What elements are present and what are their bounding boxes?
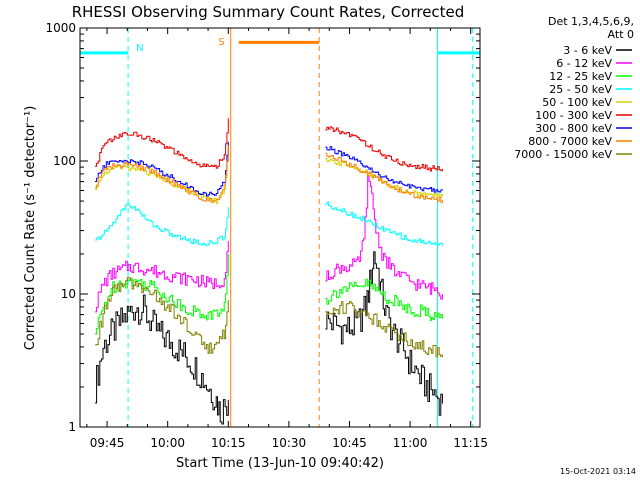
series-line bbox=[94, 145, 229, 203]
series-line bbox=[94, 118, 229, 169]
series-line bbox=[325, 152, 443, 203]
series-line bbox=[94, 254, 229, 335]
legend-entry-label: 100 - 300 keV bbox=[535, 109, 612, 122]
legend-entry-label: 7000 - 15000 keV bbox=[514, 148, 612, 161]
y-axis-label: Corrected Count Rate (s⁻¹ detector⁻¹) bbox=[23, 106, 38, 351]
series-line bbox=[325, 251, 443, 416]
legend-header-line: Det 1,3,4,5,6,9, bbox=[548, 15, 634, 28]
x-tick-label: 10:15 bbox=[211, 436, 246, 450]
x-tick-label: 11:00 bbox=[393, 436, 428, 450]
y-tick-label: 1000 bbox=[45, 21, 76, 35]
legend-entry-label: 3 - 6 keV bbox=[563, 44, 612, 57]
x-tick-label: 10:00 bbox=[150, 436, 185, 450]
series-line bbox=[94, 276, 229, 354]
night-label: N bbox=[136, 43, 143, 54]
saa-label: S bbox=[218, 37, 224, 48]
legend-entry-label: 6 - 12 keV bbox=[556, 57, 612, 70]
plot-area bbox=[79, 27, 481, 428]
x-tick-label: 10:30 bbox=[272, 436, 307, 450]
series-line bbox=[325, 146, 443, 193]
legend-header-line: Att 0 bbox=[608, 28, 634, 41]
y-tick-label: 10 bbox=[61, 287, 76, 301]
y-tick-label: 100 bbox=[53, 154, 76, 168]
chart-title: RHESSI Observing Summary Count Rates, Co… bbox=[72, 3, 465, 21]
series-line bbox=[94, 141, 229, 197]
x-axis-label: Start Time (13-Jun-10 09:40:42) bbox=[176, 456, 384, 471]
y-tick-label: 1 bbox=[68, 420, 76, 434]
series-line bbox=[94, 294, 229, 425]
x-tick-label: 09:45 bbox=[90, 436, 125, 450]
series-line bbox=[325, 126, 443, 172]
footer-timestamp: 15-Oct-2021 03:14 bbox=[560, 467, 636, 476]
legend-entry-label: 800 - 7000 keV bbox=[528, 135, 612, 148]
legend-entry-label: 300 - 800 keV bbox=[535, 122, 612, 135]
legend-entry-label: 25 - 50 keV bbox=[549, 83, 612, 96]
x-tick-label: 11:15 bbox=[453, 436, 488, 450]
series-line bbox=[325, 278, 443, 321]
series-line bbox=[94, 203, 229, 247]
y-axis-label-text: Corrected Count Rate (s⁻¹ detector⁻¹) bbox=[23, 106, 38, 351]
series-line bbox=[94, 241, 229, 313]
x-tick-label: 10:45 bbox=[332, 436, 367, 450]
series-line bbox=[325, 158, 443, 198]
legend-entry-label: 12 - 25 keV bbox=[549, 70, 612, 83]
legend-entry-label: 50 - 100 keV bbox=[542, 96, 612, 109]
series-line bbox=[325, 201, 443, 246]
series-line bbox=[325, 175, 443, 300]
series-line bbox=[325, 301, 443, 358]
